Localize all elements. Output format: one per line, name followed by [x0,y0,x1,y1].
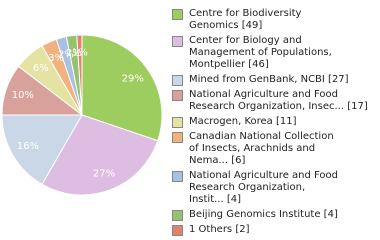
legend-swatch [172,90,183,101]
legend-swatch [172,225,183,236]
slice-label: 29% [122,74,144,85]
slice-label: 16% [17,141,39,152]
legend-swatch [172,117,183,128]
pie-slice [76,34,83,116]
legend-label: Mined from GenBank, NCBI [27] [189,74,349,85]
legend-item: Canadian National Collection of Insects,… [172,131,378,167]
legend-item: Beijing Genomics Institute [4] [172,209,378,221]
legend-label: Beijing Genomics Institute [4] [189,209,338,220]
legend-item: 1 Others [2] [172,224,378,236]
legend-label: Centre for Biodiversity Genomics [49] [189,8,302,31]
slice-label: 1% [72,48,88,59]
legend-label: Canadian National Collection of Insects,… [189,131,334,166]
legend-swatch [172,171,183,182]
pie-slice [1,114,83,185]
slice-label: 3% [48,53,64,64]
slice-label: 2% [58,50,74,61]
legend-swatch [172,210,183,221]
legend-item: Mined from GenBank, NCBI [27] [172,74,378,86]
legend-label: 1 Others [2] [189,224,250,235]
legend-label: Center for Biology and Management of Pop… [189,35,332,70]
legend-item: Centre for Biodiversity Genomics [49] [172,8,378,32]
pie-slice [81,34,163,142]
legend-swatch [172,9,183,20]
slice-label: 2% [66,48,82,59]
slice-label: 6% [33,63,49,74]
legend-label: Macrogen, Korea [11] [189,116,297,127]
legend-item: National Agriculture and Food Research O… [172,170,378,206]
legend-item: National Agriculture and Food Research O… [172,89,378,113]
legend-swatch [172,36,183,47]
pie: 29% 27% 16% 10% 6%3%2%2%1% [1,34,163,196]
legend-swatch [172,75,183,86]
legend: Centre for Biodiversity Genomics [49] Cen… [172,8,378,236]
legend-label: National Agriculture and Food Research O… [189,89,368,112]
legend-item: Center for Biology and Management of Pop… [172,35,378,71]
slice-label: 27% [93,168,115,179]
legend-item: Macrogen, Korea [11] [172,116,378,128]
slice-label: 10% [12,90,34,101]
legend-label: National Agriculture and Food Research O… [189,170,338,205]
legend-swatch [172,132,183,143]
